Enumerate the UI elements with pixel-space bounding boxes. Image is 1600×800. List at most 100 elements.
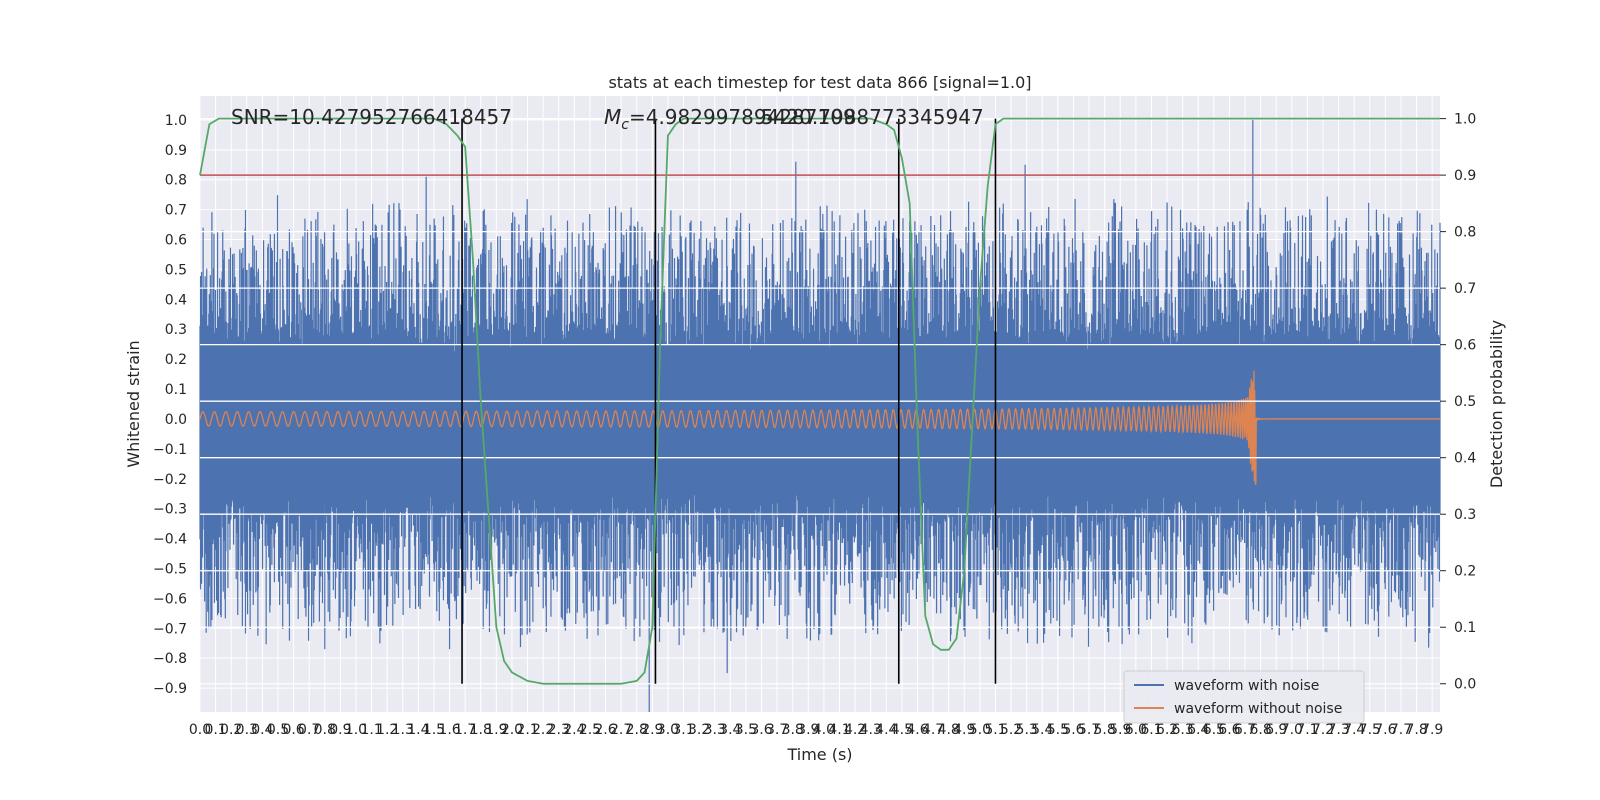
- y-left-tick-label: 0.1: [165, 382, 187, 398]
- y-right-tick-label: 0.4: [1454, 451, 1476, 467]
- x-tick-label: 3.5: [735, 722, 757, 738]
- y-axis-left-label: Whitened strain: [124, 340, 143, 467]
- x-tick-label: 5.1: [984, 722, 1006, 738]
- y-left-tick-label: 0.0: [165, 412, 187, 428]
- x-tick-label: 0.2: [220, 722, 242, 738]
- x-tick-label: 4.7: [922, 722, 944, 738]
- y-right-tick-label: 0.1: [1454, 620, 1476, 636]
- x-tick-label: 4.6: [906, 722, 928, 738]
- mc-overlap-annotation: 5420.7988773345947: [761, 105, 984, 129]
- x-tick-label: 7.7: [1390, 722, 1412, 738]
- y-right-tick-label: 0.5: [1454, 394, 1476, 410]
- x-tick-label: 1.9: [485, 722, 507, 738]
- y-left-tick-label: −0.1: [153, 442, 187, 458]
- x-tick-label: 4.9: [953, 722, 975, 738]
- y-left-tick-label: −0.5: [153, 561, 187, 577]
- detection-probability-trace: [199, 117, 1440, 685]
- y-right-tick-label: 0.9: [1454, 168, 1476, 184]
- x-tick-label: 6.8: [1249, 722, 1271, 738]
- x-tick-label: 0.0: [189, 722, 211, 738]
- x-tick-label: 6.6: [1218, 722, 1240, 738]
- y-left-tick-label: 0.6: [165, 233, 187, 249]
- y-left-tick-label: 0.4: [165, 292, 187, 308]
- x-tick-label: 4.5: [891, 722, 913, 738]
- x-tick-label: 5.7: [1078, 722, 1100, 738]
- y-axis-right-ticks: 0.0 0.1 0.2 0.3 0.4 0.5 0.6 0.7 0.8 0.9 1.0: [1440, 112, 1476, 693]
- x-tick-label: 0.7: [298, 722, 320, 738]
- mc-value: =4.982997894287109: [629, 105, 856, 129]
- x-tick-label: 2.0: [501, 722, 523, 738]
- x-tick-label: 6.1: [1140, 722, 1162, 738]
- x-tick-label: 2.1: [516, 722, 538, 738]
- detection-probability-line: [199, 117, 1440, 685]
- x-tick-label: 0.1: [204, 722, 226, 738]
- x-tick-label: 1.0: [345, 722, 367, 738]
- x-tick-label: 6.9: [1265, 722, 1287, 738]
- y-left-tick-label: −0.6: [153, 591, 187, 607]
- clean-waveform-trace: [199, 370, 1440, 485]
- clean-waveform: [199, 370, 1440, 485]
- x-tick-label: 5.4: [1031, 722, 1053, 738]
- chart-title: stats at each timestep for test data 866…: [608, 73, 1031, 92]
- y-left-tick-label: 0.3: [165, 322, 187, 338]
- x-tick-label: 7.4: [1343, 722, 1365, 738]
- x-tick-label: 6.0: [1125, 722, 1147, 738]
- x-tick-label: 7.0: [1281, 722, 1303, 738]
- x-tick-label: 6.5: [1203, 722, 1225, 738]
- x-tick-label: 3.1: [672, 722, 694, 738]
- y-left-tick-label: −0.4: [153, 532, 187, 548]
- grid-overlay: [200, 117, 1440, 685]
- x-tick-label: 5.3: [1016, 722, 1038, 738]
- x-tick-label: 1.7: [454, 722, 476, 738]
- x-tick-label: 0.5: [267, 722, 289, 738]
- y-axis-right-label: Detection probability: [1487, 320, 1506, 488]
- y-left-tick-label: 0.9: [165, 143, 187, 159]
- mc-symbol: M: [604, 105, 621, 129]
- x-tick-label: 7.8: [1405, 722, 1427, 738]
- x-tick-label: 1.3: [392, 722, 414, 738]
- y-left-tick-label: −0.7: [153, 621, 187, 637]
- x-tick-label: 1.2: [376, 722, 398, 738]
- y-right-tick-label: 1.0: [1454, 112, 1476, 128]
- y-right-tick-label: 0.3: [1454, 507, 1476, 523]
- x-tick-label: 2.3: [548, 722, 570, 738]
- y-right-tick-label: 0.2: [1454, 564, 1476, 580]
- y-right-tick-label: 0.0: [1454, 677, 1476, 693]
- x-tick-label: 0.3: [236, 722, 258, 738]
- x-tick-label: 2.5: [579, 722, 601, 738]
- x-tick-label: 7.9: [1421, 722, 1443, 738]
- x-tick-label: 4.0: [813, 722, 835, 738]
- x-tick-label: 2.7: [610, 722, 632, 738]
- noise-waveform: [199, 119, 1441, 712]
- x-tick-label: 5.6: [1062, 722, 1084, 738]
- noise-waveform-trace: [199, 119, 1441, 712]
- y-left-tick-label: −0.8: [153, 651, 187, 667]
- x-axis-label: Time (s): [786, 745, 852, 764]
- x-tick-label: 2.6: [594, 722, 616, 738]
- x-tick-label: 2.9: [641, 722, 663, 738]
- legend-box: [1123, 670, 1365, 724]
- y-left-tick-label: −0.9: [153, 681, 187, 697]
- y-left-tick-label: −0.3: [153, 502, 187, 518]
- y-left-tick-label: 0.2: [165, 352, 187, 368]
- x-tick-label: 6.3: [1172, 722, 1194, 738]
- x-axis-ticks: 0.00.10.20.30.40.50.60.70.80.91.01.11.21…: [189, 722, 1443, 738]
- legend: waveform with noise waveform without noi…: [1123, 670, 1365, 724]
- x-tick-label: 3.3: [704, 722, 726, 738]
- x-tick-label: 4.8: [938, 722, 960, 738]
- x-tick-label: 5.9: [1109, 722, 1131, 738]
- x-tick-label: 4.2: [844, 722, 866, 738]
- x-tick-label: 2.2: [532, 722, 554, 738]
- x-tick-label: 0.4: [251, 722, 273, 738]
- x-tick-label: 6.2: [1156, 722, 1178, 738]
- x-tick-label: 5.0: [969, 722, 991, 738]
- x-tick-label: 6.7: [1234, 722, 1256, 738]
- mc-annotation: Mc=4.982997894287109: [604, 105, 856, 133]
- y-axis-left-ticks: −0.9 −0.8 −0.7 −0.6 −0.5 −0.4 −0.3 −0.2 −0.1 0.0 0…: [153, 113, 187, 697]
- x-tick-label: 6.4: [1187, 722, 1209, 738]
- x-tick-label: 0.8: [314, 722, 336, 738]
- y-right-tick-label: 0.7: [1454, 281, 1476, 297]
- x-tick-label: 0.6: [282, 722, 304, 738]
- legend-label-clean: waveform without noise: [1174, 701, 1342, 717]
